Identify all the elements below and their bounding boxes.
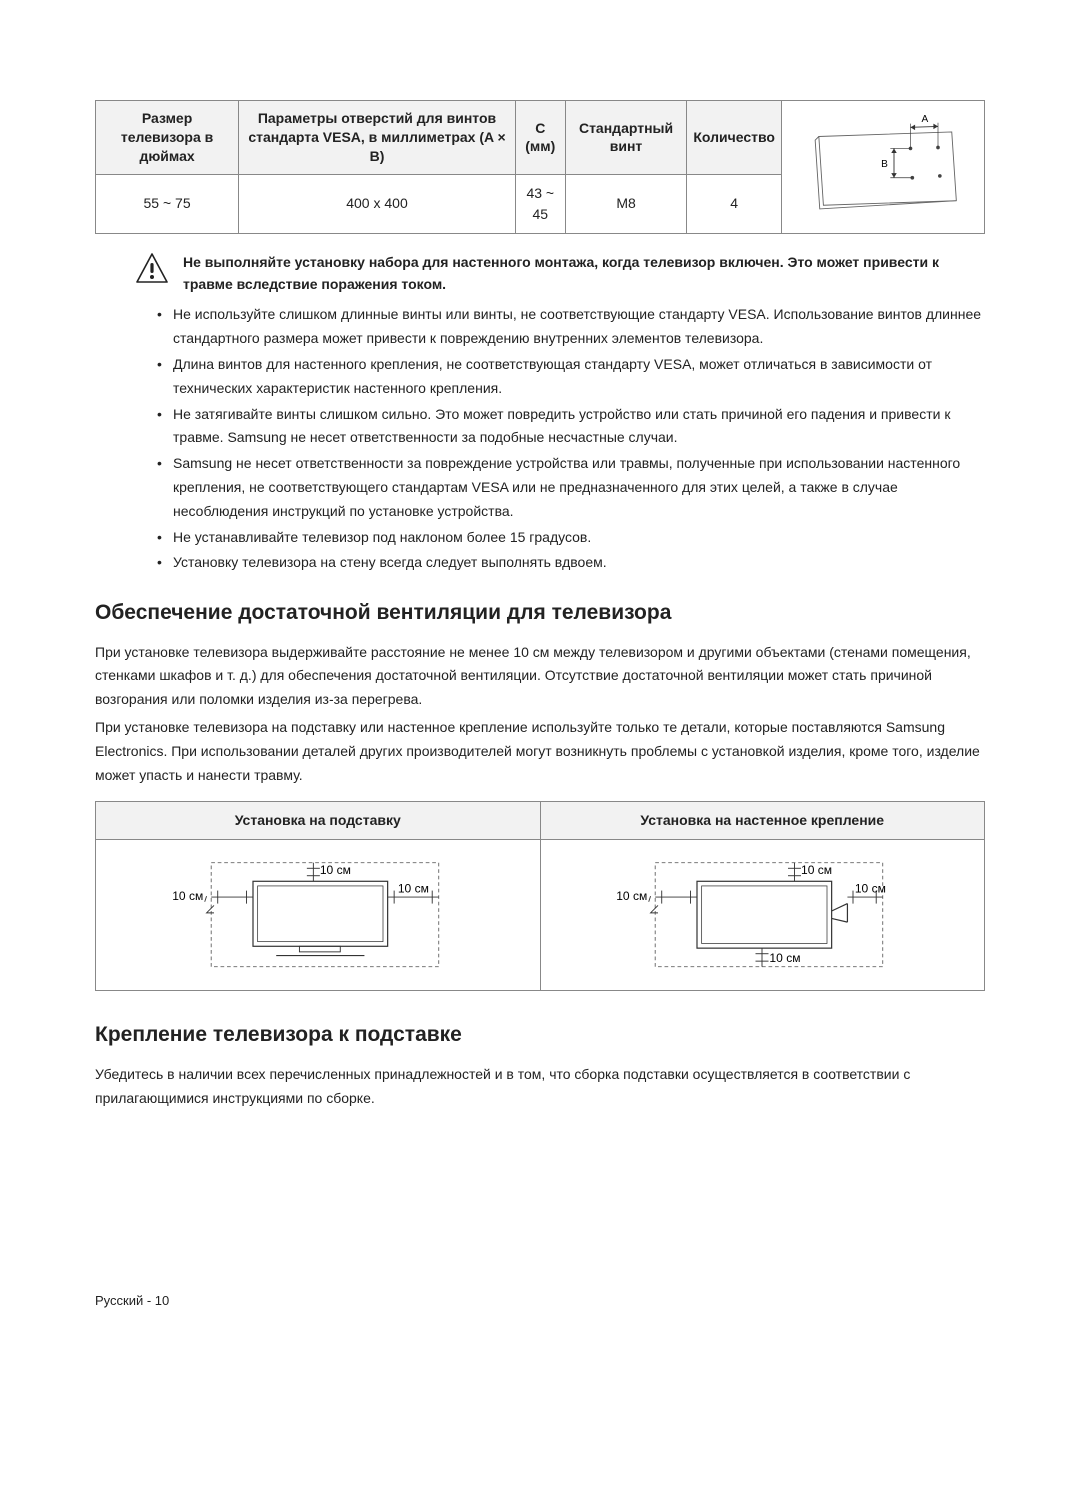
wall-install-diagram-icon: 10 см 10 см 10 см 10 см [602,846,922,976]
dim-label: 10 см [770,951,801,965]
precautions-list: Не используйте слишком длинные винты или… [157,303,985,575]
ventilation-p2: При установке телевизора на подставку ил… [95,716,985,787]
warning-block: Не выполняйте установку набора для насте… [135,252,985,295]
cell-c: 43 ~ 45 [515,174,565,233]
dim-label: 10 см [855,882,886,896]
list-item: Установку телевизора на стену всегда сле… [157,551,985,575]
install-header-wall: Установка на настенное крепление [540,802,985,840]
vesa-diagram-cell: A B [781,101,984,234]
dim-label: 10 см [801,863,832,877]
vesa-diagram-icon: A B [788,109,978,219]
page-footer: Русский - 10 [95,1291,985,1311]
list-item: Samsung не несет ответственности за повр… [157,452,985,523]
list-item: Не используйте слишком длинные винты или… [157,303,985,351]
list-item: Не затягивайте винты слишком сильно. Это… [157,403,985,451]
dim-label: 10 см [616,889,647,903]
col-header-c: С (мм) [515,101,565,175]
vesa-label-a: A [921,114,928,125]
cell-screw: M8 [565,174,687,233]
stand-heading: Крепление телевизора к подставке [95,1019,985,1051]
ventilation-heading: Обеспечение достаточной вентиляции для т… [95,597,985,629]
col-header-vesa: Параметры отверстий для винтов стандарта… [239,101,516,175]
stand-p: Убедитесь в наличии всех перечисленных п… [95,1063,985,1111]
col-header-size: Размер телевизора в дюймах [96,101,239,175]
dim-label: 10 см [172,889,203,903]
vesa-label-b: B [881,159,888,170]
vesa-spec-table: Размер телевизора в дюймах Параметры отв… [95,100,985,234]
cell-vesa: 400 x 400 [239,174,516,233]
col-header-screw: Стандартный винт [565,101,687,175]
ventilation-p1: При установке телевизора выдерживайте ра… [95,641,985,712]
dim-label: 10 см [320,863,351,877]
warning-icon [135,252,169,292]
list-item: Не устанавливайте телевизор под наклоном… [157,526,985,550]
install-header-stand: Установка на подставку [96,802,541,840]
install-stand-cell: 10 см 10 см 10 см [96,840,541,991]
cell-qty: 4 [687,174,782,233]
stand-install-diagram-icon: 10 см 10 см 10 см [158,846,478,976]
col-header-qty: Количество [687,101,782,175]
install-wall-cell: 10 см 10 см 10 см 10 см [540,840,985,991]
list-item: Длина винтов для настенного крепления, н… [157,353,985,401]
dim-label: 10 см [398,882,429,896]
install-diagrams-table: Установка на подставку Установка на наст… [95,801,985,991]
warning-text: Не выполняйте установку набора для насте… [183,252,985,295]
cell-size: 55 ~ 75 [96,174,239,233]
